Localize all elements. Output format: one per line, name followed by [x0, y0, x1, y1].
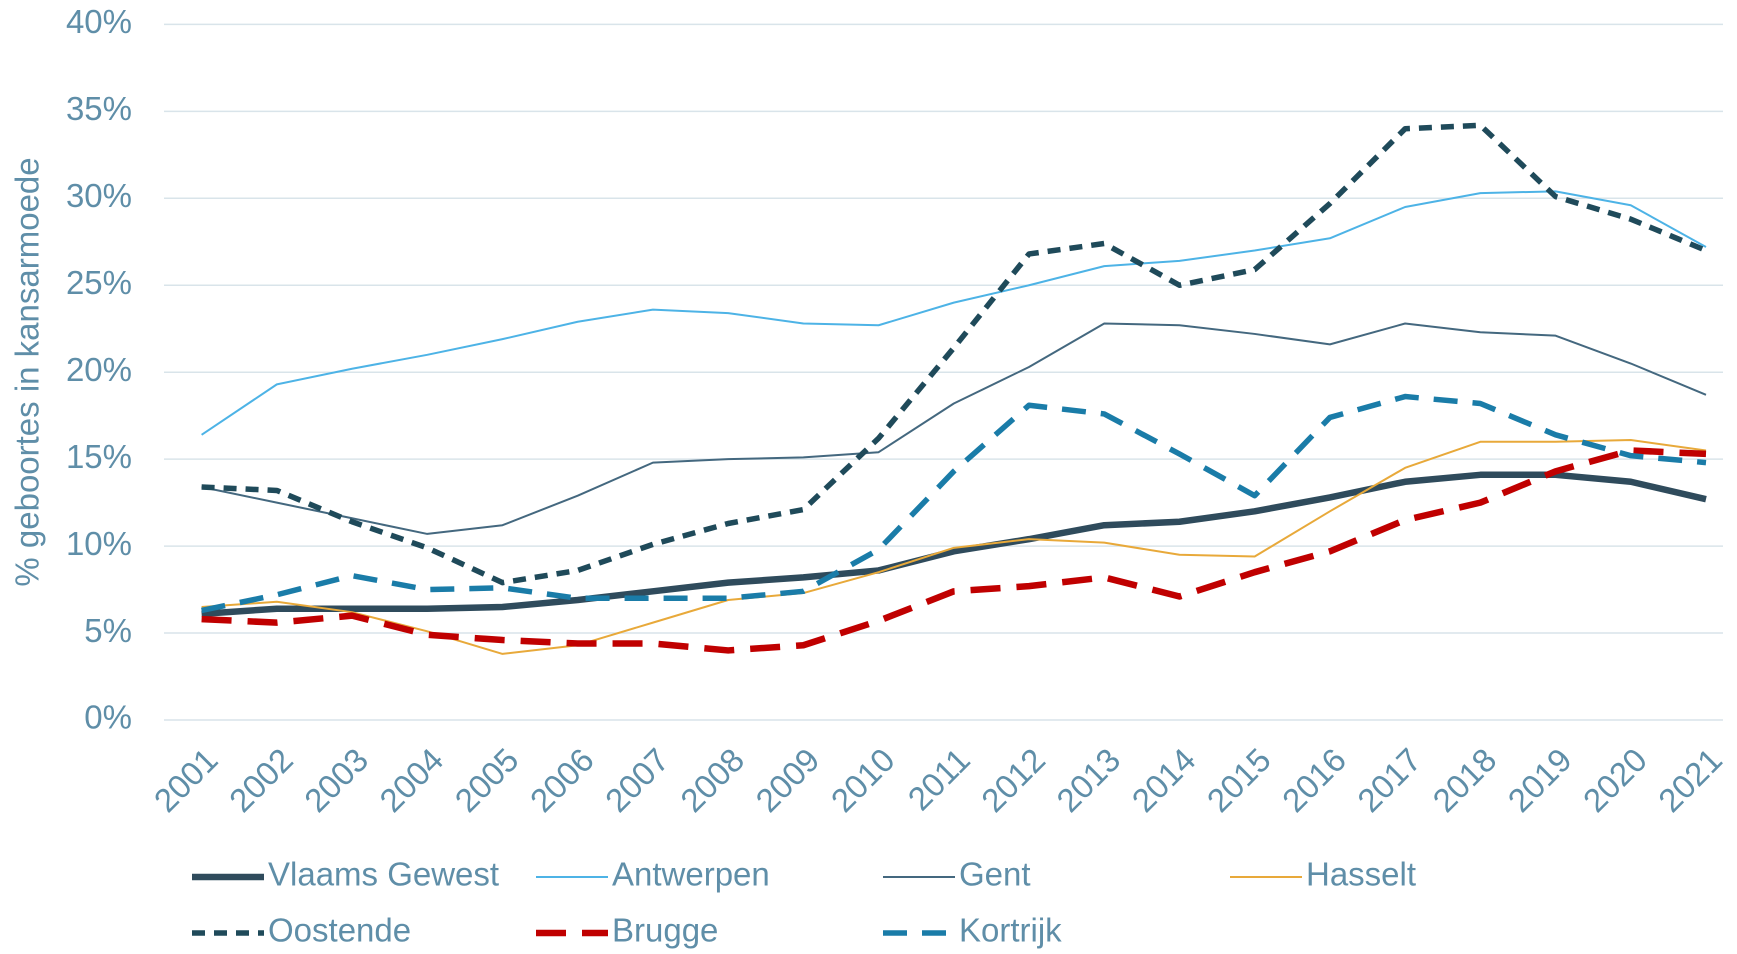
legend-label: Oostende — [268, 912, 411, 949]
y-tick-label: 35% — [66, 90, 132, 127]
y-tick-label: 0% — [84, 699, 132, 736]
y-tick-label: 25% — [66, 264, 132, 301]
x-tick-label: 2016 — [1275, 741, 1353, 819]
series-line — [201, 190, 1707, 436]
legend-label: Vlaams Gewest — [268, 856, 499, 893]
x-tick-label: 2003 — [297, 741, 375, 819]
x-tick-label: 2004 — [372, 741, 450, 819]
x-tick-label: 2019 — [1501, 741, 1579, 819]
x-tick-label: 2010 — [824, 741, 902, 819]
x-tick-label: 2017 — [1350, 741, 1428, 819]
x-tick-label: 2006 — [523, 741, 601, 819]
y-tick-label: 30% — [66, 177, 132, 214]
y-tick-label: 5% — [84, 612, 132, 649]
x-tick-label: 2020 — [1576, 741, 1654, 819]
x-tick-label: 2007 — [598, 741, 676, 819]
x-tick-label: 2013 — [1049, 741, 1127, 819]
x-tick-label: 2015 — [1200, 741, 1278, 819]
x-tick-label: 2002 — [222, 741, 300, 819]
y-tick-label: 10% — [66, 525, 132, 562]
series-line — [201, 393, 1707, 614]
y-tick-label: 20% — [66, 351, 132, 388]
x-tick-label: 2009 — [748, 741, 826, 819]
series-line — [201, 122, 1708, 586]
series-line — [201, 471, 1707, 618]
series-line — [201, 322, 1707, 535]
y-tick-label: 15% — [66, 438, 132, 475]
legend-label: Brugge — [612, 912, 718, 949]
series-line — [201, 447, 1707, 654]
legend-label: Antwerpen — [612, 856, 770, 893]
x-tick-label: 2008 — [673, 741, 751, 819]
y-tick-label: 40% — [66, 3, 132, 40]
legend-label: Gent — [959, 856, 1031, 893]
x-tick-label: 2012 — [974, 741, 1052, 819]
x-tick-label: 2011 — [901, 741, 977, 817]
x-tick-label: 2014 — [1124, 741, 1202, 819]
x-tick-label: 2005 — [448, 741, 526, 819]
legend-label: Kortrijk — [959, 912, 1062, 949]
x-tick-label: 2021 — [1651, 741, 1729, 819]
x-tick-label: 2001 — [147, 741, 225, 819]
x-tick-label: 2018 — [1425, 741, 1503, 819]
legend-label: Hasselt — [1306, 856, 1416, 893]
y-axis-label: % geboortes in kansarmoede — [9, 157, 46, 586]
